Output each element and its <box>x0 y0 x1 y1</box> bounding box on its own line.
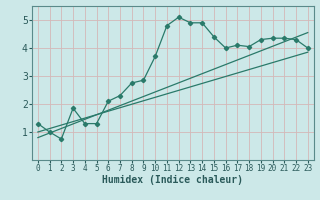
X-axis label: Humidex (Indice chaleur): Humidex (Indice chaleur) <box>102 175 243 185</box>
